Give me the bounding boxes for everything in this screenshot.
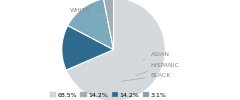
Text: BLACK: BLACK bbox=[121, 73, 171, 81]
Text: ASIAN: ASIAN bbox=[143, 52, 170, 60]
Wedge shape bbox=[68, 0, 114, 50]
Wedge shape bbox=[66, 0, 165, 100]
Text: HISPANIC: HISPANIC bbox=[136, 63, 180, 76]
Wedge shape bbox=[103, 0, 114, 50]
Text: WHITE: WHITE bbox=[70, 8, 108, 17]
Wedge shape bbox=[62, 26, 114, 70]
Legend: 68.5%, 14.2%, 14.2%, 3.1%: 68.5%, 14.2%, 14.2%, 3.1% bbox=[50, 92, 167, 98]
